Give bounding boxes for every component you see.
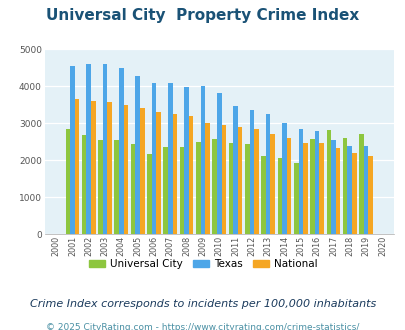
Bar xyxy=(233,106,237,234)
Bar xyxy=(286,138,291,234)
Bar xyxy=(156,112,160,234)
Bar xyxy=(205,123,209,234)
Legend: Universal City, Texas, National: Universal City, Texas, National xyxy=(84,255,321,274)
Bar xyxy=(270,134,274,234)
Bar xyxy=(326,130,330,234)
Text: Crime Index corresponds to incidents per 100,000 inhabitants: Crime Index corresponds to incidents per… xyxy=(30,299,375,309)
Bar xyxy=(184,87,188,234)
Bar xyxy=(75,99,79,234)
Bar xyxy=(244,145,249,234)
Bar xyxy=(163,147,168,234)
Bar xyxy=(293,163,298,234)
Bar xyxy=(119,68,124,234)
Text: Universal City  Property Crime Index: Universal City Property Crime Index xyxy=(46,8,359,23)
Bar xyxy=(70,66,75,234)
Bar xyxy=(212,139,216,234)
Bar xyxy=(135,76,140,234)
Bar xyxy=(86,64,91,234)
Bar xyxy=(358,134,363,234)
Bar xyxy=(319,143,323,234)
Bar xyxy=(124,105,128,234)
Bar xyxy=(261,155,265,234)
Bar xyxy=(91,101,95,234)
Bar xyxy=(309,139,314,234)
Bar xyxy=(351,153,356,234)
Bar xyxy=(168,83,172,234)
Bar xyxy=(130,144,135,234)
Bar xyxy=(335,148,339,234)
Bar xyxy=(65,129,70,234)
Bar xyxy=(363,146,367,234)
Bar xyxy=(330,140,335,234)
Bar xyxy=(367,156,372,234)
Bar xyxy=(98,141,102,234)
Bar xyxy=(254,129,258,234)
Bar xyxy=(140,108,144,234)
Bar xyxy=(303,143,307,234)
Bar xyxy=(179,147,184,234)
Bar xyxy=(172,114,177,234)
Bar xyxy=(200,86,205,234)
Bar xyxy=(314,131,319,234)
Bar xyxy=(347,146,351,234)
Bar xyxy=(114,141,119,234)
Bar xyxy=(277,158,281,234)
Bar xyxy=(151,83,156,234)
Bar xyxy=(102,64,107,234)
Bar xyxy=(298,129,303,234)
Bar xyxy=(228,143,233,234)
Text: © 2025 CityRating.com - https://www.cityrating.com/crime-statistics/: © 2025 CityRating.com - https://www.city… xyxy=(46,323,359,330)
Bar xyxy=(249,110,254,234)
Bar xyxy=(196,142,200,234)
Bar xyxy=(342,138,347,234)
Bar xyxy=(107,102,112,234)
Bar xyxy=(147,154,151,234)
Bar xyxy=(281,123,286,234)
Bar xyxy=(221,125,226,234)
Bar xyxy=(188,116,193,234)
Bar xyxy=(237,127,242,234)
Bar xyxy=(265,114,270,234)
Bar xyxy=(216,93,221,234)
Bar xyxy=(82,135,86,234)
